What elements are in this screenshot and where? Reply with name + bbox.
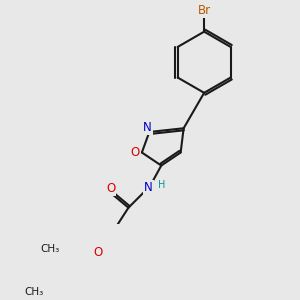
Text: O: O xyxy=(106,182,116,195)
Text: N: N xyxy=(144,181,153,194)
Text: Br: Br xyxy=(198,4,211,17)
Text: O: O xyxy=(93,246,103,259)
Text: CH₃: CH₃ xyxy=(40,244,60,254)
Text: O: O xyxy=(130,146,140,159)
Text: CH₃: CH₃ xyxy=(25,287,44,297)
Text: H: H xyxy=(158,180,165,190)
Text: N: N xyxy=(143,121,152,134)
